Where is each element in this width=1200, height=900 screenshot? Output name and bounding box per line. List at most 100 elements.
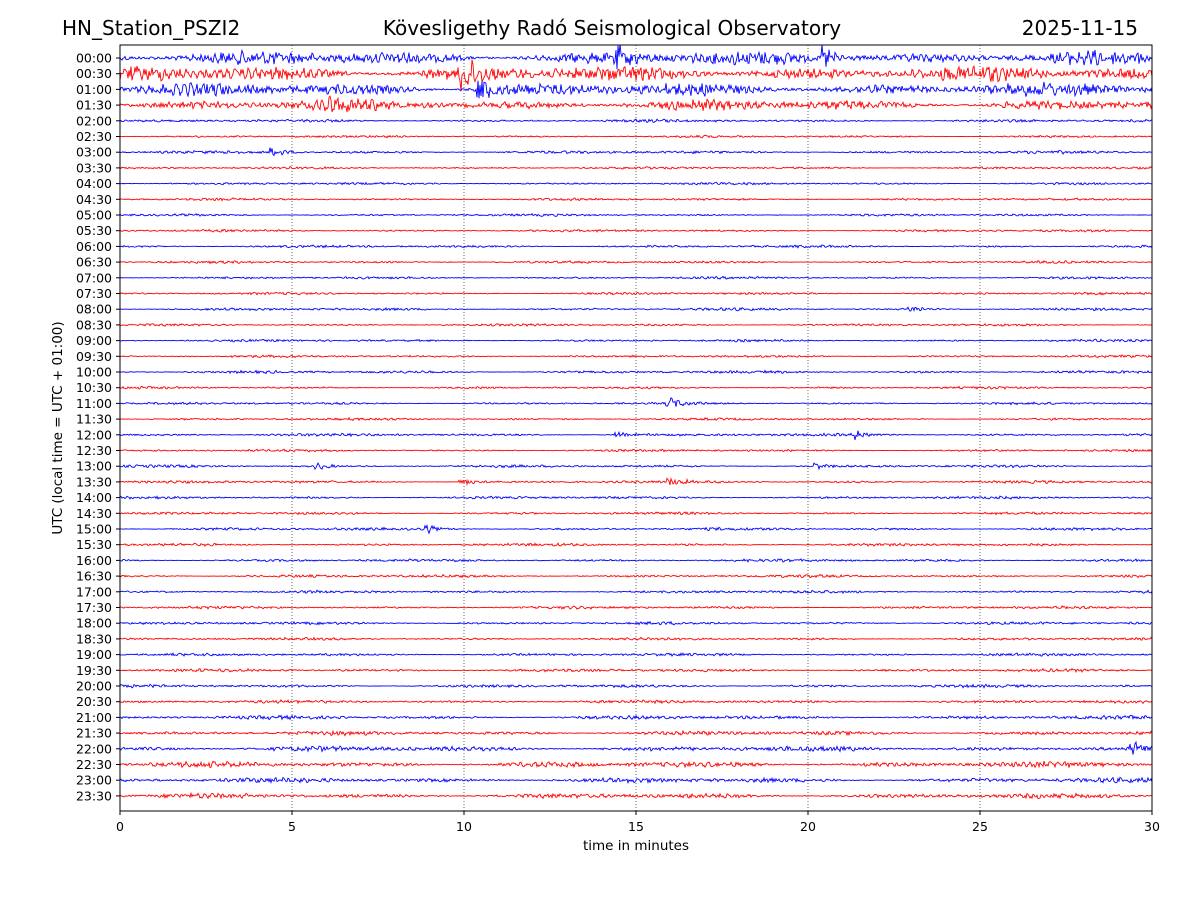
seismogram-trace-2130 xyxy=(120,729,1152,737)
seismogram-trace-2000 xyxy=(120,683,1152,689)
y-tick-label: 17:00 xyxy=(76,584,112,599)
y-tick-label: 15:30 xyxy=(76,537,112,552)
seismogram-trace-1330 xyxy=(120,477,1152,486)
seismogram-trace-0430 xyxy=(120,197,1152,202)
y-tick-label: 06:30 xyxy=(76,255,112,270)
seismogram-trace-0600 xyxy=(120,244,1152,249)
seismogram-trace-0500 xyxy=(120,212,1152,217)
seismogram-trace-0030 xyxy=(120,59,1152,92)
seismogram-trace-2300 xyxy=(120,776,1152,785)
y-tick-label: 02:00 xyxy=(76,113,112,128)
y-tick-label: 04:30 xyxy=(76,192,112,207)
y-tick-label: 07:00 xyxy=(76,270,112,285)
seismogram-trace-0200 xyxy=(120,118,1152,123)
x-tick-label: 0 xyxy=(116,819,124,834)
seismogram-trace-1730 xyxy=(120,605,1152,610)
seismogram-trace-1900 xyxy=(120,652,1152,658)
y-tick-label: 13:30 xyxy=(76,474,112,489)
x-tick-label: 25 xyxy=(972,819,988,834)
x-tick-label: 5 xyxy=(288,819,296,834)
y-tick-label: 08:30 xyxy=(76,317,112,332)
y-tick-label: 06:00 xyxy=(76,239,112,254)
seismogram-trace-1500 xyxy=(120,524,1152,535)
y-tick-label: 22:30 xyxy=(76,757,112,772)
seismogram-trace-1800 xyxy=(120,620,1152,626)
y-tick-label: 01:30 xyxy=(76,98,112,113)
y-tick-label: 04:00 xyxy=(76,176,112,191)
seismogram-trace-0730 xyxy=(120,291,1152,296)
y-tick-label: 22:00 xyxy=(76,741,112,756)
seismogram-trace-1830 xyxy=(120,636,1152,641)
y-tick-label: 14:00 xyxy=(76,490,112,505)
seismogram-trace-0130 xyxy=(120,95,1152,113)
x-axis-label: time in minutes xyxy=(583,838,689,854)
seismogram-trace-1530 xyxy=(120,542,1152,548)
y-tick-label: 01:00 xyxy=(76,82,112,97)
seismogram-trace-1000 xyxy=(120,369,1152,375)
seismogram-trace-1600 xyxy=(120,558,1152,563)
seismogram-trace-2330 xyxy=(120,791,1152,800)
y-tick-label: 21:30 xyxy=(76,726,112,741)
seismogram-trace-2230 xyxy=(120,760,1152,769)
y-tick-label: 14:30 xyxy=(76,506,112,521)
y-tick-label: 02:30 xyxy=(76,129,112,144)
seismogram-trace-0400 xyxy=(120,181,1152,186)
x-tick-label: 10 xyxy=(456,819,472,834)
y-tick-label: 09:30 xyxy=(76,349,112,364)
y-tick-label: 12:30 xyxy=(76,443,112,458)
seismogram-trace-2030 xyxy=(120,699,1152,705)
y-tick-labels: 00:0000:3001:0001:3002:0002:3003:0003:30… xyxy=(76,51,120,803)
y-tick-label: 08:00 xyxy=(76,302,112,317)
y-tick-label: 10:30 xyxy=(76,380,112,395)
y-tick-label: 20:00 xyxy=(76,679,112,694)
y-tick-label: 16:00 xyxy=(76,553,112,568)
seismogram-trace-1400 xyxy=(120,495,1152,500)
seismogram-trace-0830 xyxy=(120,322,1152,327)
seismogram-trace-0100 xyxy=(120,80,1152,99)
y-tick-label: 03:00 xyxy=(76,145,112,160)
seismogram-trace-1130 xyxy=(120,416,1152,422)
y-tick-label: 19:30 xyxy=(76,663,112,678)
y-tick-label: 10:00 xyxy=(76,365,112,380)
seismogram-trace-1930 xyxy=(120,667,1152,673)
y-tick-label: 23:00 xyxy=(76,773,112,788)
y-tick-label: 18:00 xyxy=(76,616,112,631)
seismogram-trace-0800 xyxy=(120,306,1152,312)
x-tick-label: 20 xyxy=(800,819,816,834)
vertical-gridlines xyxy=(291,45,981,811)
y-tick-label: 16:30 xyxy=(76,569,112,584)
station-title: HN_Station_PSZI2 xyxy=(62,16,240,40)
y-axis-label: UTC (local time = UTC + 01:00) xyxy=(50,321,66,534)
y-tick-label: 07:30 xyxy=(76,286,112,301)
date-title: 2025-11-15 xyxy=(1022,16,1138,40)
seismogram-trace-1430 xyxy=(120,511,1152,516)
y-tick-label: 21:00 xyxy=(76,710,112,725)
seismogram-trace-0900 xyxy=(120,338,1152,343)
y-tick-label: 18:30 xyxy=(76,631,112,646)
seismogram-trace-1100 xyxy=(120,397,1152,407)
seismogram-trace-0630 xyxy=(120,260,1152,265)
seismogram-trace-1030 xyxy=(120,385,1152,390)
seismogram-trace-1230 xyxy=(120,448,1152,453)
y-tick-label: 15:00 xyxy=(76,522,112,537)
y-tick-label: 20:30 xyxy=(76,694,112,709)
x-tick-label: 30 xyxy=(1144,819,1160,834)
seismogram-trace-1300 xyxy=(120,461,1152,471)
y-tick-label: 00:00 xyxy=(76,51,112,66)
seismogram-trace-2200 xyxy=(120,740,1152,755)
x-tick-label: 15 xyxy=(628,819,644,834)
seismogram-trace-0530 xyxy=(120,228,1152,233)
seismogram-trace-1700 xyxy=(120,589,1152,595)
y-tick-label: 05:30 xyxy=(76,223,112,238)
seismogram-trace-0330 xyxy=(120,165,1152,170)
x-tick-labels: 0 5 10 15 20 25 30 xyxy=(116,811,1160,834)
seismogram-trace-1200 xyxy=(120,430,1152,441)
seismogram-trace-0230 xyxy=(120,134,1152,139)
seismogram-trace-0000 xyxy=(120,45,1152,70)
y-tick-label: 00:30 xyxy=(76,66,112,81)
y-tick-label: 09:00 xyxy=(76,333,112,348)
seismogram-trace-1630 xyxy=(120,573,1152,579)
y-tick-label: 11:30 xyxy=(76,412,112,427)
y-tick-label: 11:00 xyxy=(76,396,112,411)
